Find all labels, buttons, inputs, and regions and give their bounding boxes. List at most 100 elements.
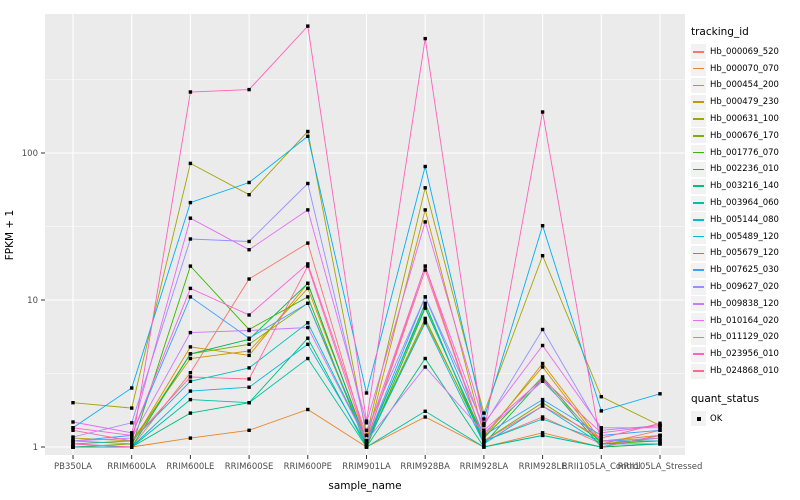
data-point <box>658 392 662 396</box>
data-point <box>71 445 75 449</box>
data-point <box>540 433 545 438</box>
legend-label: Hb_003216_140 <box>710 181 779 192</box>
data-point <box>482 445 486 449</box>
legend-label: Hb_000070_070 <box>710 63 779 74</box>
data-point <box>423 36 427 41</box>
series-line-swatch-icon <box>691 329 706 345</box>
data-point <box>247 342 251 346</box>
x-tick-label: RRIM928LE <box>519 462 567 472</box>
data-point <box>423 365 427 369</box>
series-line-swatch-icon <box>691 128 706 144</box>
legend-label: Hb_009627_020 <box>710 282 779 293</box>
data-point <box>423 301 427 305</box>
data-point <box>71 439 75 443</box>
x-tick-label: RRIM600SE <box>225 462 274 472</box>
data-point <box>482 442 486 446</box>
data-point <box>306 281 310 285</box>
data-point <box>364 428 369 432</box>
data-point <box>658 439 662 443</box>
data-point <box>247 87 251 92</box>
data-point <box>540 343 545 348</box>
data-point <box>247 353 251 358</box>
data-point <box>188 216 193 220</box>
data-point <box>247 248 251 252</box>
series-line-swatch-icon <box>691 195 706 211</box>
x-axis-label: sample_name <box>328 480 401 492</box>
legend-title-tracking-id: tracking_id <box>691 26 749 38</box>
series-line-swatch-icon <box>691 212 706 228</box>
y-tick-label: 100 <box>22 149 38 159</box>
legend-label: Hb_007625_030 <box>710 265 779 276</box>
legend-label: Hb_011129_020 <box>710 332 779 343</box>
data-point <box>658 436 662 440</box>
data-point <box>188 436 193 440</box>
series-line-swatch-icon <box>691 229 706 245</box>
data-point <box>599 433 603 438</box>
x-tick-label: RRIM928BA <box>400 462 450 472</box>
data-point <box>71 428 75 432</box>
data-point <box>599 439 603 443</box>
data-point <box>599 426 603 430</box>
data-point <box>599 409 603 413</box>
y-tick-label: 1 <box>33 443 38 453</box>
legend-label: Hb_000069_520 <box>710 46 779 57</box>
data-point <box>482 421 486 425</box>
data-point <box>364 419 369 423</box>
data-point <box>188 375 193 379</box>
data-point <box>188 237 193 241</box>
data-point <box>423 316 427 321</box>
data-point <box>306 134 310 138</box>
data-point <box>423 415 427 419</box>
legend-item: Hb_011129_020 <box>691 329 799 346</box>
data-point <box>599 442 603 446</box>
data-point <box>188 264 193 268</box>
legend-item: Hb_003216_140 <box>691 178 799 194</box>
legend-item: Hb_009838_120 <box>691 296 799 312</box>
legend-item: Hb_007625_030 <box>691 262 799 278</box>
legend-item: Hb_024868_010 <box>691 363 799 379</box>
data-point <box>306 208 310 212</box>
data-point <box>599 395 603 399</box>
data-point <box>423 321 427 325</box>
data-point <box>130 442 134 446</box>
data-point <box>188 330 193 335</box>
data-point <box>540 377 545 381</box>
data-point <box>306 407 310 412</box>
x-tick-label: PB350LA <box>54 462 92 472</box>
data-point <box>540 224 545 228</box>
data-point <box>540 397 545 402</box>
legend-item: Hb_000070_070 <box>691 61 799 77</box>
series-line-swatch-icon <box>691 77 706 93</box>
data-point <box>130 433 134 438</box>
y-axis-label: FPKM + 1 <box>4 210 16 260</box>
legend-item: Hb_009627_020 <box>691 279 799 295</box>
data-point <box>71 426 75 430</box>
data-point <box>599 436 603 440</box>
x-tick-label: RRIM928LA <box>460 462 509 472</box>
data-point <box>658 433 662 438</box>
data-point <box>306 181 310 186</box>
data-point <box>540 254 545 258</box>
data-point <box>540 417 545 421</box>
data-point <box>658 426 662 430</box>
legend-label: OK <box>710 413 723 424</box>
data-point <box>540 327 545 332</box>
series-line-swatch-icon <box>691 111 706 127</box>
data-point <box>188 411 193 415</box>
data-point <box>188 345 193 349</box>
data-point <box>306 24 310 28</box>
series-line-swatch-icon <box>691 145 706 161</box>
data-point <box>423 264 427 268</box>
data-point <box>247 313 251 317</box>
data-point <box>130 386 134 390</box>
legend-item: Hb_000479_230 <box>691 94 799 110</box>
legend-label: Hb_005144_080 <box>710 214 779 225</box>
x-tick-label: RRII105LA_Stressed <box>618 462 703 472</box>
data-point <box>658 442 662 446</box>
data-point <box>247 428 251 432</box>
data-point <box>71 420 75 424</box>
legend-item: Hb_000454_200 <box>691 77 799 94</box>
data-point <box>247 180 251 185</box>
data-point <box>130 406 134 410</box>
